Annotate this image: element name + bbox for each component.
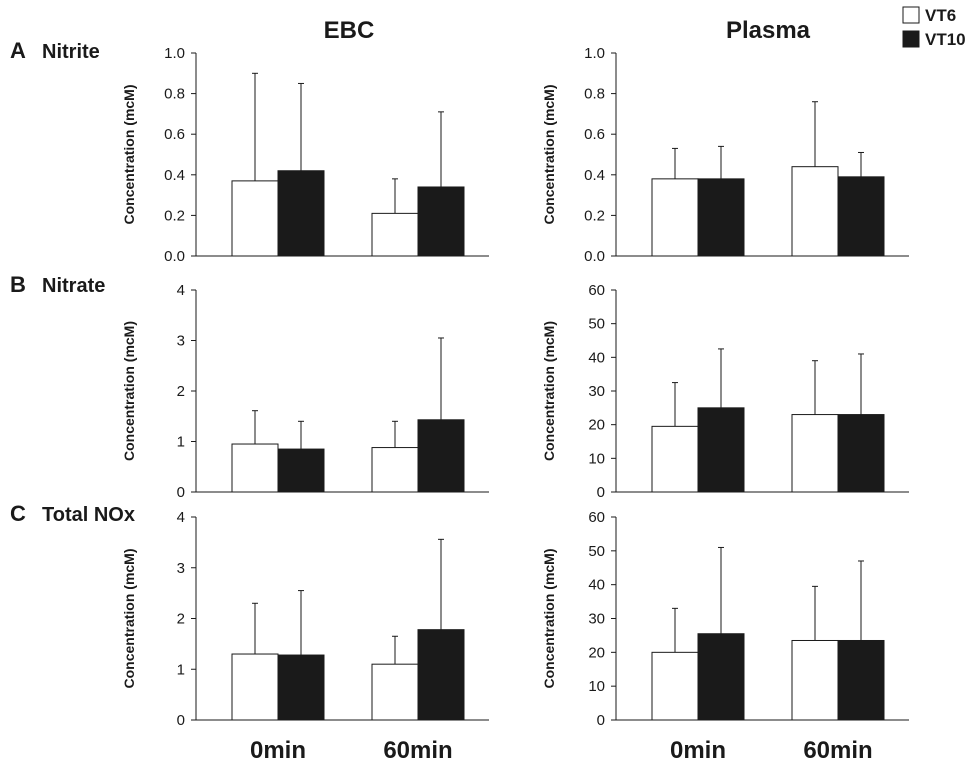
- y-tick-label-a-plasma: 0.0: [584, 248, 605, 265]
- bar-c-ebc-vt6-60min: [371, 663, 419, 721]
- category-label-ebc-0min: 0min: [250, 737, 306, 763]
- y-tick-label-b-ebc: 4: [177, 282, 185, 299]
- y-tick-label-b-ebc: 2: [177, 383, 185, 400]
- legend-swatch-vt6: [902, 6, 920, 24]
- y-tick-label-a-ebc: 0.0: [164, 248, 185, 265]
- y-tick-label-b-plasma: 50: [588, 316, 605, 333]
- y-tick-label-c-ebc: 3: [177, 560, 185, 577]
- bar-a-ebc-vt6-60min: [371, 212, 419, 257]
- bar-b-plasma-vt10-0min: [697, 407, 745, 493]
- y-tick-label-b-ebc: 3: [177, 333, 185, 350]
- y-tick-label-a-ebc: 0.8: [164, 86, 185, 103]
- legend-label-vt10: VT10: [925, 30, 966, 49]
- y-tick-label-b-ebc: 0: [177, 484, 185, 501]
- y-axis-label-b-ebc: Concentration (mcM): [121, 321, 137, 461]
- panel-b-plasma: 0 10 20 30 40 50 60 Concentration (mcM): [541, 282, 909, 501]
- y-tick-label-a-ebc: 0.6: [164, 126, 185, 143]
- y-tick-label-a-ebc: 0.2: [164, 207, 185, 224]
- panel-a-ebc: 0.0 0.2 0.4 0.6 0.8 1.0 Concentration (mcM): [121, 45, 489, 265]
- y-tick-label-b-plasma: 30: [588, 383, 605, 400]
- y-axis-label-a-ebc: Concentration (mcM): [121, 85, 137, 225]
- bar-a-ebc-vt6-0min: [231, 180, 279, 257]
- column-title-ebc: EBC: [324, 17, 375, 44]
- row-label-nitrite: Nitrite: [42, 41, 100, 63]
- y-tick-label-c-ebc: 2: [177, 611, 185, 628]
- bar-b-plasma-vt6-0min: [651, 425, 699, 493]
- y-tick-label-a-plasma: 0.4: [584, 167, 605, 184]
- y-tick-label-a-plasma: 1.0: [584, 45, 605, 62]
- bar-b-ebc-vt10-60min: [417, 419, 465, 493]
- y-tick-label-b-plasma: 40: [588, 349, 605, 366]
- bar-a-plasma-vt6-60min: [791, 166, 839, 257]
- y-axis-label-b-plasma: Concentration (mcM): [541, 321, 557, 461]
- y-tick-label-b-plasma: 0: [597, 484, 605, 501]
- bar-c-ebc-vt6-0min: [231, 653, 279, 721]
- bar-c-ebc-vt10-0min: [277, 654, 325, 721]
- column-title-plasma: Plasma: [726, 17, 811, 44]
- y-tick-label-a-ebc: 0.4: [164, 167, 185, 184]
- y-tick-label-b-plasma: 10: [588, 450, 605, 467]
- y-tick-label-c-plasma: 10: [588, 678, 605, 695]
- y-tick-label-c-plasma: 20: [588, 644, 605, 661]
- bar-a-plasma-vt6-0min: [651, 178, 699, 257]
- y-axis-label-a-plasma: Concentration (mcM): [541, 85, 557, 225]
- row-letter-c: C: [10, 501, 26, 526]
- row-letter-b: B: [10, 272, 26, 297]
- bar-c-ebc-vt10-60min: [417, 629, 465, 721]
- bar-a-ebc-vt10-0min: [277, 170, 325, 257]
- row-label-nitrate: Nitrate: [42, 275, 105, 297]
- y-tick-label-b-plasma: 60: [588, 282, 605, 299]
- bar-b-ebc-vt6-0min: [231, 443, 279, 493]
- bar-b-plasma-vt10-60min: [837, 414, 885, 493]
- y-tick-label-c-plasma: 0: [597, 712, 605, 729]
- legend-label-vt6: VT6: [925, 6, 956, 25]
- y-tick-label-a-plasma: 0.6: [584, 126, 605, 143]
- category-label-plasma-60min: 60min: [803, 737, 872, 763]
- row-title-c: C Total NOx: [10, 501, 135, 526]
- y-tick-label-b-plasma: 20: [588, 417, 605, 434]
- y-tick-label-a-ebc: 1.0: [164, 45, 185, 62]
- bar-c-plasma-vt6-0min: [651, 651, 699, 721]
- bar-a-plasma-vt10-0min: [697, 178, 745, 257]
- panel-b-ebc: 0 1 2 3 4 Concentration (mcM): [121, 282, 489, 501]
- bar-b-plasma-vt6-60min: [791, 414, 839, 493]
- y-tick-label-a-plasma: 0.8: [584, 86, 605, 103]
- legend-swatch-vt10: [902, 30, 920, 48]
- bar-a-plasma-vt10-60min: [837, 176, 885, 257]
- row-label-total-nox: Total NOx: [42, 504, 135, 526]
- bar-a-ebc-vt10-60min: [417, 186, 465, 257]
- row-letter-a: A: [10, 38, 26, 63]
- y-tick-label-a-plasma: 0.2: [584, 207, 605, 224]
- legend: VT6 VT10: [902, 6, 966, 49]
- bar-c-plasma-vt10-0min: [697, 633, 745, 721]
- category-label-ebc-60min: 60min: [383, 737, 452, 763]
- panel-a-plasma: 0.0 0.2 0.4 0.6 0.8 1.0 Concentration (mcM): [541, 45, 909, 265]
- bar-c-plasma-vt10-60min: [837, 639, 885, 721]
- bar-b-ebc-vt10-0min: [277, 448, 325, 493]
- bar-c-plasma-vt6-60min: [791, 639, 839, 721]
- category-label-plasma-0min: 0min: [670, 737, 726, 763]
- y-tick-label-c-plasma: 50: [588, 543, 605, 560]
- y-tick-label-c-plasma: 60: [588, 509, 605, 526]
- bar-b-ebc-vt6-60min: [371, 447, 419, 493]
- y-axis-label-c-ebc: Concentration (mcM): [121, 549, 137, 689]
- y-tick-label-b-ebc: 1: [177, 434, 185, 451]
- y-tick-label-c-ebc: 4: [177, 509, 185, 526]
- y-axis-label-c-plasma: Concentration (mcM): [541, 549, 557, 689]
- panel-c-ebc: 0 1 2 3 4 Concentration (mcM): [121, 509, 489, 729]
- y-tick-label-c-plasma: 30: [588, 611, 605, 628]
- row-title-a: A Nitrite: [10, 38, 100, 63]
- y-tick-label-c-ebc: 1: [177, 661, 185, 678]
- row-title-b: B Nitrate: [10, 272, 105, 297]
- panel-c-plasma: 0 10 20 30 40 50 60 Concentration (mcM): [541, 509, 909, 729]
- y-tick-label-c-ebc: 0: [177, 712, 185, 729]
- y-tick-label-c-plasma: 40: [588, 577, 605, 594]
